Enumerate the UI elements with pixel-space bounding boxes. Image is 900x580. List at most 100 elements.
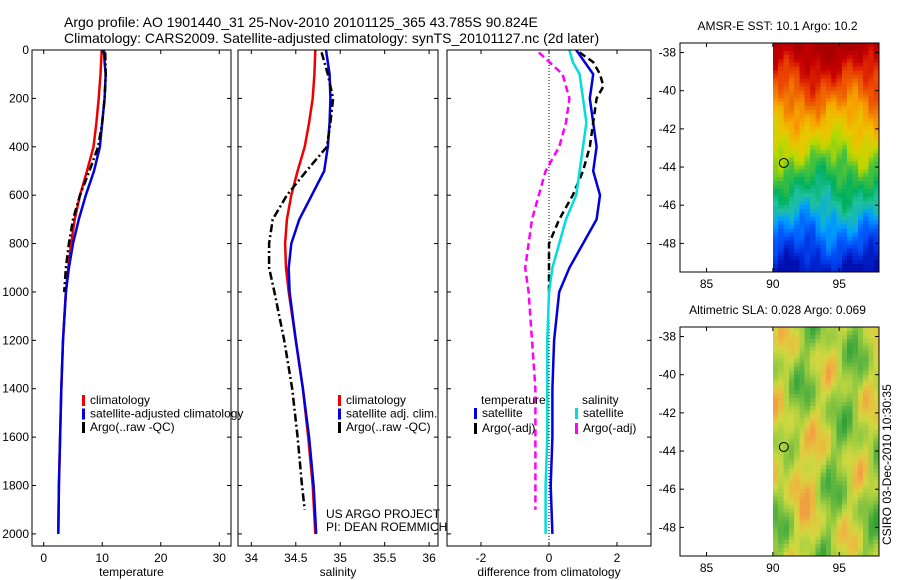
heatmap-cell xyxy=(873,236,880,242)
heatmap-cell xyxy=(799,425,806,431)
heatmap-cell xyxy=(820,196,827,202)
heatmap-cell xyxy=(841,264,848,269)
heatmap-cell xyxy=(810,133,816,139)
heatmap-cell xyxy=(831,149,838,155)
heatmap-cell xyxy=(815,228,822,234)
heatmap-cell xyxy=(873,173,880,178)
heatmap-cell xyxy=(857,82,864,88)
heatmap-cell xyxy=(847,327,854,332)
heatmap-cell xyxy=(868,338,875,344)
heatmap-cell xyxy=(778,366,785,372)
heatmap-cell xyxy=(772,504,779,510)
heatmap-cell xyxy=(815,193,822,198)
heatmap-cell xyxy=(804,386,811,391)
heatmap-cell xyxy=(799,370,806,375)
heatmap-cell xyxy=(788,145,795,151)
heatmap-cell xyxy=(847,118,854,123)
heatmap-cell xyxy=(794,268,800,273)
heatmap-cell xyxy=(799,413,806,419)
heatmap-cell xyxy=(820,437,827,443)
heatmap-cell xyxy=(836,82,843,88)
heatmap-cell xyxy=(772,429,779,435)
heatmap-cell xyxy=(815,268,822,273)
heatmap-cell xyxy=(788,394,795,399)
heatmap-cell xyxy=(804,370,811,375)
heatmap-cell xyxy=(810,409,816,415)
heatmap-cell xyxy=(868,354,875,360)
heatmap-cell xyxy=(863,86,869,91)
heatmap-cell xyxy=(772,177,779,182)
heatmap-cell xyxy=(836,102,843,107)
heatmap-cell xyxy=(868,461,875,466)
heatmap-cell xyxy=(799,200,806,206)
heatmap-cell xyxy=(788,480,795,486)
heatmap-cell xyxy=(772,54,779,60)
heatmap-cell xyxy=(873,196,880,202)
heatmap-cell xyxy=(778,200,785,206)
heatmap-cell xyxy=(788,354,795,360)
heatmap-cell xyxy=(788,421,795,427)
heatmap-cell xyxy=(815,248,822,253)
heatmap-cell xyxy=(788,405,795,411)
heatmap-cell xyxy=(788,417,795,423)
heatmap-cell xyxy=(810,228,816,234)
heatmap-cell xyxy=(804,248,811,253)
heatmap-cell xyxy=(788,453,795,458)
heatmap-cell xyxy=(852,386,859,391)
heatmap-cell xyxy=(868,524,875,529)
heatmap-cell xyxy=(863,346,869,352)
y-tick-label: 400 xyxy=(9,140,29,154)
heatmap-cell xyxy=(783,74,790,80)
heatmap-cell xyxy=(788,449,795,454)
heatmap-cell xyxy=(873,62,880,68)
heatmap-cell xyxy=(868,449,875,454)
heatmap-cell xyxy=(847,125,854,131)
heatmap-cell xyxy=(857,252,864,257)
heatmap-cell xyxy=(831,338,838,344)
heatmap-cell xyxy=(825,228,832,234)
heatmap-cell xyxy=(873,409,880,415)
heatmap-cell xyxy=(783,488,790,494)
heatmap-cell xyxy=(783,354,790,360)
heatmap-cell xyxy=(831,441,838,447)
heatmap-cell xyxy=(772,240,779,245)
heatmap-cell xyxy=(799,334,806,340)
heatmap-cell xyxy=(852,552,859,557)
heatmap-cell xyxy=(799,173,806,178)
heatmap-cell xyxy=(778,114,785,119)
heatmap-cell xyxy=(788,512,795,518)
heatmap-cell xyxy=(788,220,795,226)
heatmap-cell xyxy=(788,260,795,265)
heatmap-cell xyxy=(873,552,880,557)
heatmap-cell xyxy=(836,74,843,80)
heatmap-cell xyxy=(852,110,859,115)
heatmap-cell xyxy=(794,398,800,403)
heatmap-cell xyxy=(804,524,811,529)
heatmap-cell xyxy=(831,429,838,435)
heatmap-cell xyxy=(794,181,800,186)
heatmap-cell xyxy=(847,445,854,450)
heatmap-cell xyxy=(825,169,832,174)
heatmap-cell xyxy=(815,413,822,419)
heatmap-cell xyxy=(852,220,859,226)
heatmap-cell xyxy=(783,208,790,214)
heatmap-cell xyxy=(857,70,864,76)
heatmap-cell xyxy=(810,366,816,372)
heatmap-cell xyxy=(841,480,848,486)
heatmap-cell xyxy=(788,216,795,222)
heatmap-cell xyxy=(825,125,832,131)
heatmap-cell xyxy=(847,216,854,222)
heatmap-cell xyxy=(772,137,779,143)
heatmap-cell xyxy=(783,366,790,372)
heatmap-cell xyxy=(841,370,848,375)
heatmap-cell xyxy=(863,524,869,529)
heatmap-cell xyxy=(831,62,838,68)
heatmap-cell xyxy=(831,189,838,194)
heatmap-cell xyxy=(825,528,832,533)
heatmap-cell xyxy=(810,457,816,462)
heatmap-cell xyxy=(841,216,848,222)
heatmap-cell xyxy=(825,544,832,549)
heatmap-cell xyxy=(778,374,785,379)
heatmap-cell xyxy=(788,548,795,553)
